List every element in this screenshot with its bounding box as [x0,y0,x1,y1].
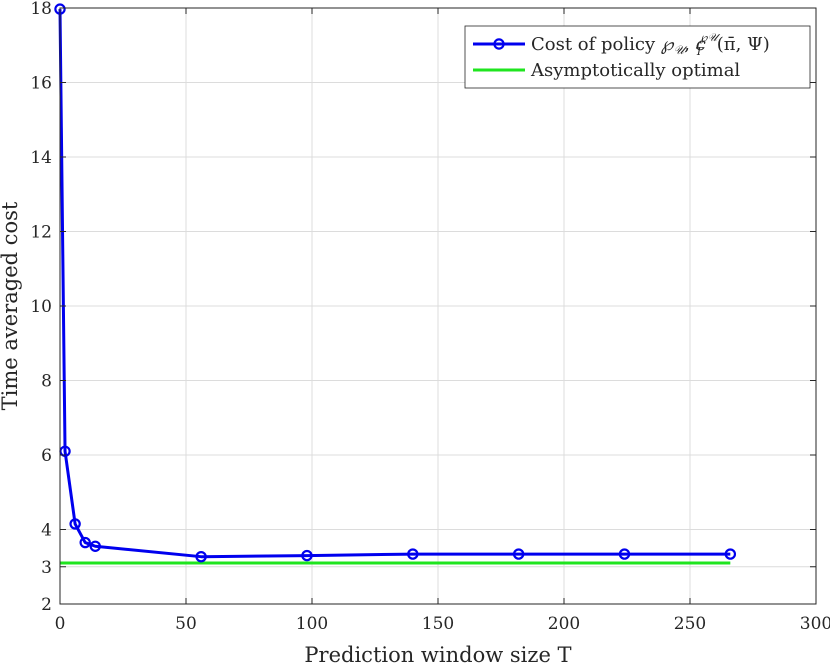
x-axis-label: Prediction window size T [304,643,571,667]
data-point-marker [724,548,737,560]
legend-box [464,25,811,89]
y-tick-label: 4 [41,521,52,541]
x-tick-label: 200 [548,614,580,634]
legend-marker-policy [493,38,505,50]
grid-lines [60,8,816,604]
y-axis-label: Time averaged cost [0,201,22,410]
series-line-policy-cost [58,9,731,559]
data-point-marker [195,550,207,563]
x-tick-label: 300 [800,614,830,634]
data-point-marker [79,536,91,549]
legend: Cost of policy ℘𝒰, c℘𝒰 T (π̄, Ψ) Asymptoti… [464,25,811,89]
legend-label-policy: Cost of policy ℘𝒰, c℘𝒰 T (π̄, Ψ) [531,31,770,58]
y-tick-label: 14 [30,148,52,168]
data-point-marker [512,548,525,560]
y-tick-label: 8 [41,372,52,392]
y-tick-label: 16 [30,74,52,94]
y-tick-label: 12 [30,223,52,243]
data-point-marker [89,540,101,552]
x-tick-label: 50 [175,614,197,634]
y-tick-label: 6 [41,446,52,466]
y-tick-label: 18 [30,0,52,19]
y-tick-label: 2 [41,595,52,615]
data-point-marker [407,548,419,560]
y-tick-label: 10 [30,297,52,317]
x-tick-label: 250 [674,614,706,634]
x-tick-label: 0 [55,614,66,634]
data-point-marker [59,445,71,457]
legend-label-optimal: Asymptotically optimal [530,60,740,81]
tick-labels: 0 50 100 150 200 250 300 2 3 4 6 8 10 12 14 16 18 [30,0,830,634]
data-point-marker [69,518,81,530]
series-layer [54,3,737,565]
data-point-marker [301,549,313,562]
data-point-marker [618,548,631,560]
x-tick-label: 150 [422,614,454,634]
x-tick-label: 100 [296,614,328,634]
y-tick-label: 3 [41,558,52,578]
